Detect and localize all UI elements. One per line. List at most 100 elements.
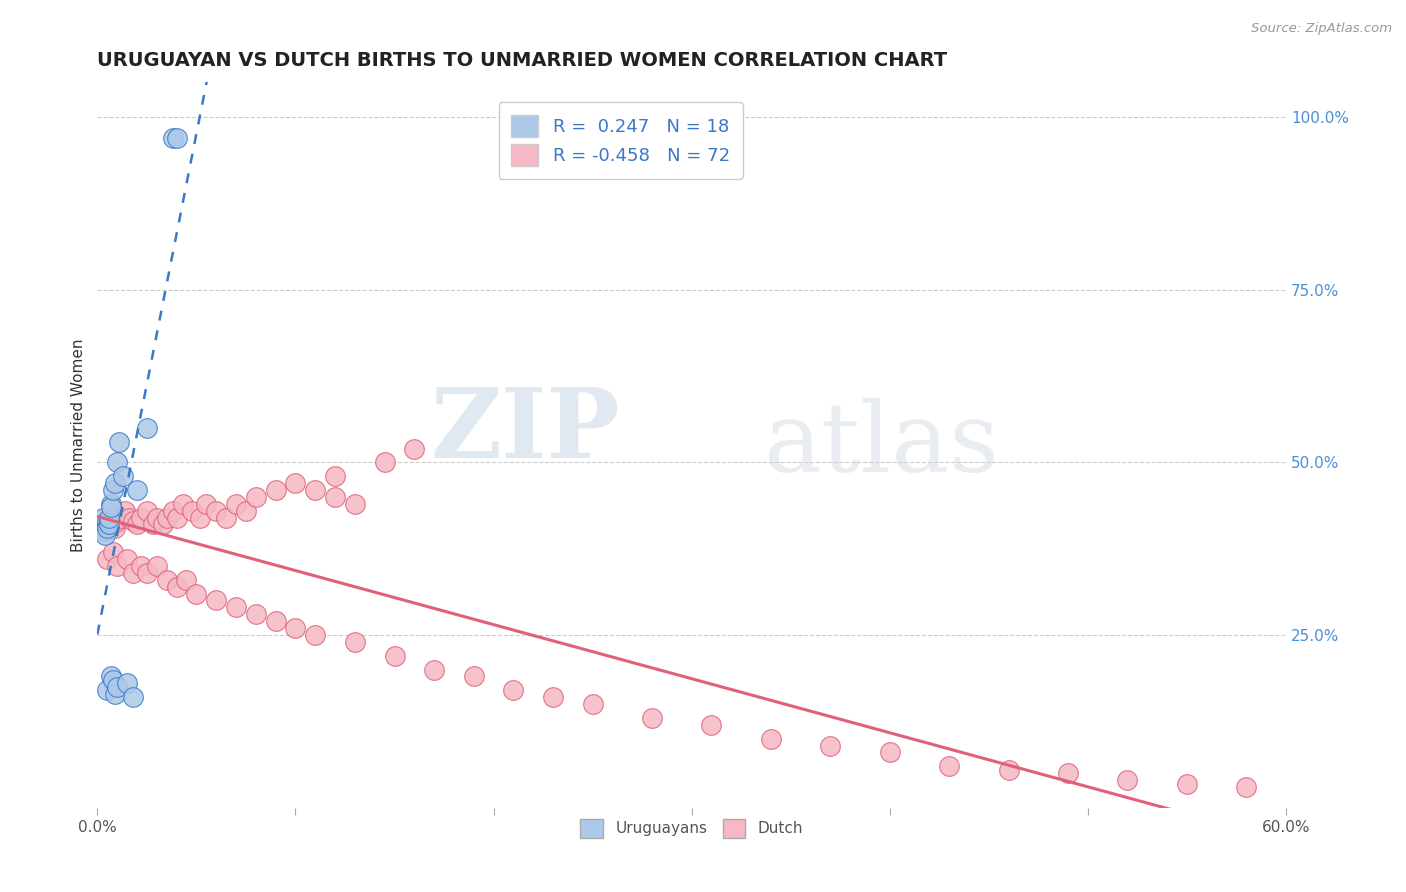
Point xyxy=(463,669,485,683)
Point xyxy=(125,483,148,497)
Point xyxy=(100,500,122,515)
Point xyxy=(96,517,118,532)
Point xyxy=(190,510,212,524)
Point xyxy=(98,514,121,528)
Point xyxy=(759,731,782,746)
Point xyxy=(152,517,174,532)
Point xyxy=(264,483,287,497)
Point xyxy=(225,497,247,511)
Point xyxy=(129,510,152,524)
Y-axis label: Births to Unmarried Women: Births to Unmarried Women xyxy=(72,338,86,552)
Point xyxy=(1057,766,1080,780)
Point xyxy=(98,514,121,528)
Point xyxy=(100,669,122,683)
Point xyxy=(700,718,723,732)
Point xyxy=(166,580,188,594)
Point xyxy=(541,690,564,705)
Legend: Uruguayans, Dutch: Uruguayans, Dutch xyxy=(574,813,810,844)
Point xyxy=(225,600,247,615)
Point xyxy=(100,497,122,511)
Point xyxy=(304,628,326,642)
Point xyxy=(938,759,960,773)
Point xyxy=(156,510,179,524)
Point xyxy=(245,490,267,504)
Point xyxy=(96,683,118,698)
Point xyxy=(166,130,188,145)
Point xyxy=(343,497,366,511)
Point xyxy=(1116,773,1139,788)
Point xyxy=(404,442,426,456)
Point xyxy=(112,469,135,483)
Text: URUGUAYAN VS DUTCH BIRTHS TO UNMARRIED WOMEN CORRELATION CHART: URUGUAYAN VS DUTCH BIRTHS TO UNMARRIED W… xyxy=(97,51,948,70)
Point xyxy=(581,697,603,711)
Point xyxy=(135,421,157,435)
Point xyxy=(162,504,184,518)
Point xyxy=(98,517,121,532)
Point xyxy=(96,552,118,566)
Point xyxy=(156,573,179,587)
Point xyxy=(105,558,128,573)
Point xyxy=(103,545,125,559)
Point xyxy=(96,521,118,535)
Point xyxy=(104,521,127,535)
Point xyxy=(110,510,132,524)
Point xyxy=(176,573,198,587)
Point xyxy=(122,514,145,528)
Point xyxy=(162,130,184,145)
Point xyxy=(186,586,208,600)
Point xyxy=(125,517,148,532)
Point xyxy=(104,687,127,701)
Point xyxy=(1175,776,1198,790)
Point xyxy=(129,558,152,573)
Point xyxy=(122,566,145,580)
Point xyxy=(104,476,127,491)
Point xyxy=(91,510,114,524)
Point xyxy=(108,434,131,449)
Point xyxy=(384,648,406,663)
Point xyxy=(205,593,228,607)
Point xyxy=(146,558,169,573)
Point xyxy=(166,510,188,524)
Point xyxy=(105,680,128,694)
Point xyxy=(304,483,326,497)
Point xyxy=(103,673,125,687)
Point xyxy=(142,517,165,532)
Point xyxy=(146,510,169,524)
Point xyxy=(135,566,157,580)
Point xyxy=(374,455,396,469)
Point xyxy=(172,497,194,511)
Point xyxy=(235,504,257,518)
Point xyxy=(323,469,346,483)
Point xyxy=(1234,780,1257,794)
Point xyxy=(96,517,118,532)
Text: Source: ZipAtlas.com: Source: ZipAtlas.com xyxy=(1251,22,1392,36)
Point xyxy=(118,510,141,524)
Point xyxy=(105,514,128,528)
Point xyxy=(114,504,136,518)
Text: atlas: atlas xyxy=(763,398,1000,492)
Point xyxy=(100,510,122,524)
Point xyxy=(323,490,346,504)
Point xyxy=(502,683,524,698)
Point xyxy=(94,528,117,542)
Point xyxy=(94,524,117,539)
Point xyxy=(820,739,842,753)
Point xyxy=(96,514,118,528)
Point xyxy=(195,497,218,511)
Point xyxy=(997,763,1019,777)
Point xyxy=(115,676,138,690)
Point xyxy=(103,483,125,497)
Point xyxy=(135,504,157,518)
Point xyxy=(284,476,307,491)
Point xyxy=(215,510,238,524)
Point xyxy=(122,690,145,705)
Point xyxy=(103,517,125,532)
Point xyxy=(205,504,228,518)
Point xyxy=(879,746,901,760)
Point xyxy=(423,663,446,677)
Text: ZIP: ZIP xyxy=(430,384,620,477)
Point xyxy=(284,621,307,635)
Point xyxy=(245,607,267,622)
Point xyxy=(264,614,287,628)
Point xyxy=(105,455,128,469)
